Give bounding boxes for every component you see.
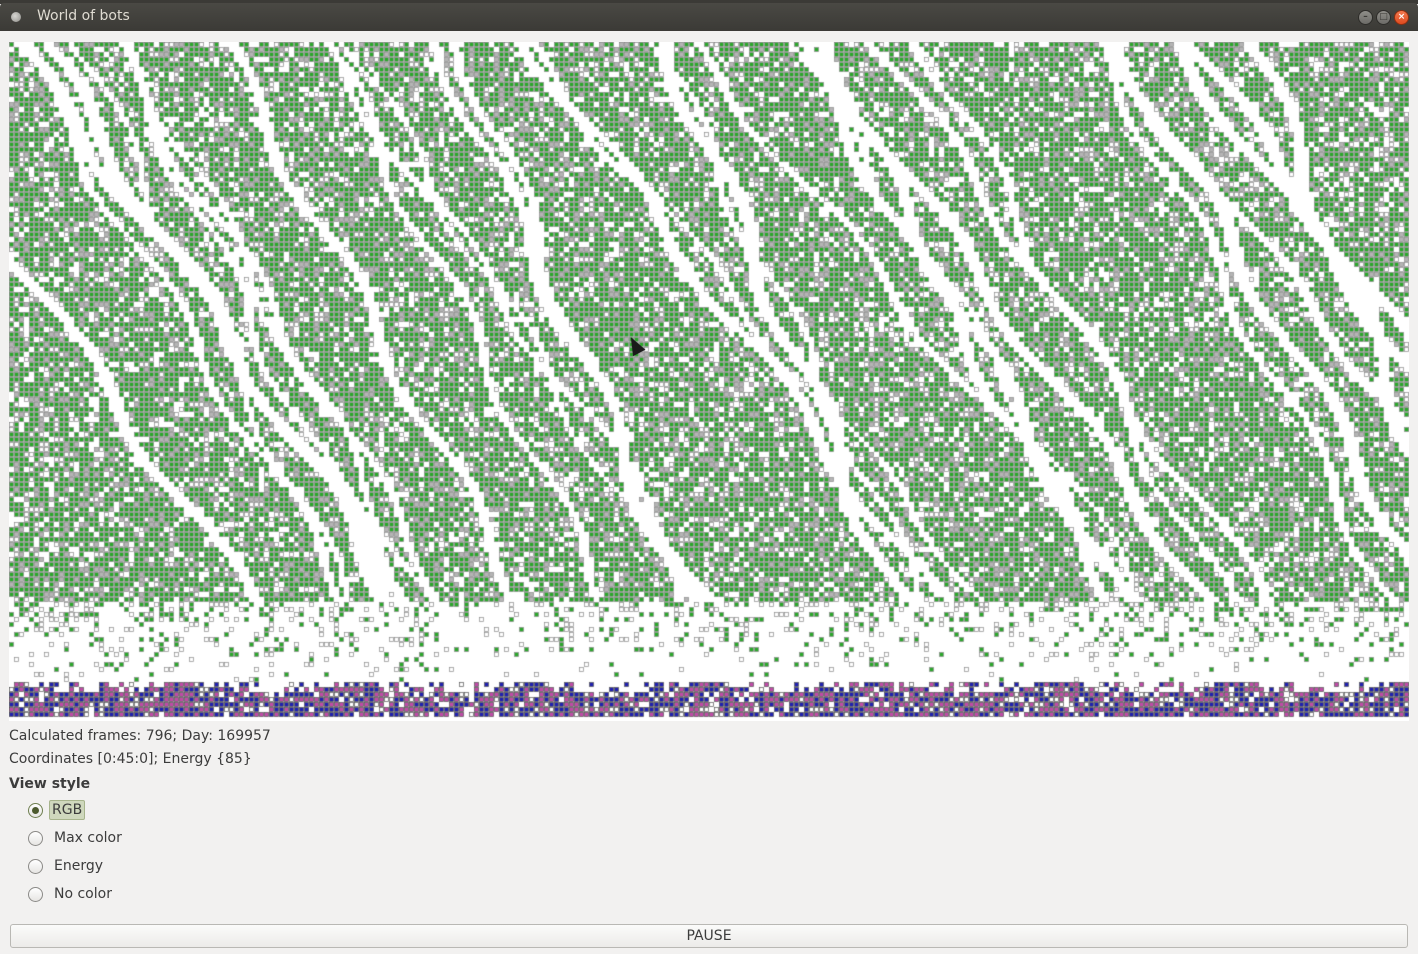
- radio-energy[interactable]: [28, 858, 43, 874]
- radio-max-color[interactable]: [28, 830, 43, 846]
- radio-no-color-label[interactable]: No color: [54, 886, 112, 902]
- close-icon[interactable]: ×: [1394, 10, 1409, 25]
- radio-no-color[interactable]: [28, 886, 43, 902]
- view-style-option-energy[interactable]: Energy: [28, 855, 105, 877]
- view-style-title: View style: [9, 776, 91, 792]
- menubar-ghost: [0, 0, 1418, 4]
- minimize-icon[interactable]: –: [1358, 10, 1373, 25]
- frames-status: Calculated frames: 796; Day: 169957: [9, 728, 271, 744]
- view-style-option-no-color[interactable]: No color: [28, 883, 114, 905]
- world-canvas[interactable]: [9, 42, 1409, 721]
- view-style-option-max-color[interactable]: Max color: [28, 827, 124, 849]
- window-title: World of bots: [37, 8, 130, 24]
- title-bar[interactable]: World of bots – □ ×: [0, 3, 1418, 31]
- radio-energy-label[interactable]: Energy: [54, 858, 104, 874]
- radio-rgb-label[interactable]: RGB: [49, 800, 86, 820]
- radio-max-color-label[interactable]: Max color: [54, 830, 122, 846]
- app-icon: [11, 12, 21, 22]
- maximize-icon[interactable]: □: [1376, 10, 1391, 25]
- view-style-option-rgb[interactable]: RGB: [28, 799, 86, 821]
- radio-rgb[interactable]: [28, 802, 43, 818]
- coordinates-status: Coordinates [0:45:0]; Energy {85}: [9, 751, 252, 767]
- world-view[interactable]: [9, 42, 1409, 721]
- pause-button[interactable]: PAUSE: [10, 924, 1408, 948]
